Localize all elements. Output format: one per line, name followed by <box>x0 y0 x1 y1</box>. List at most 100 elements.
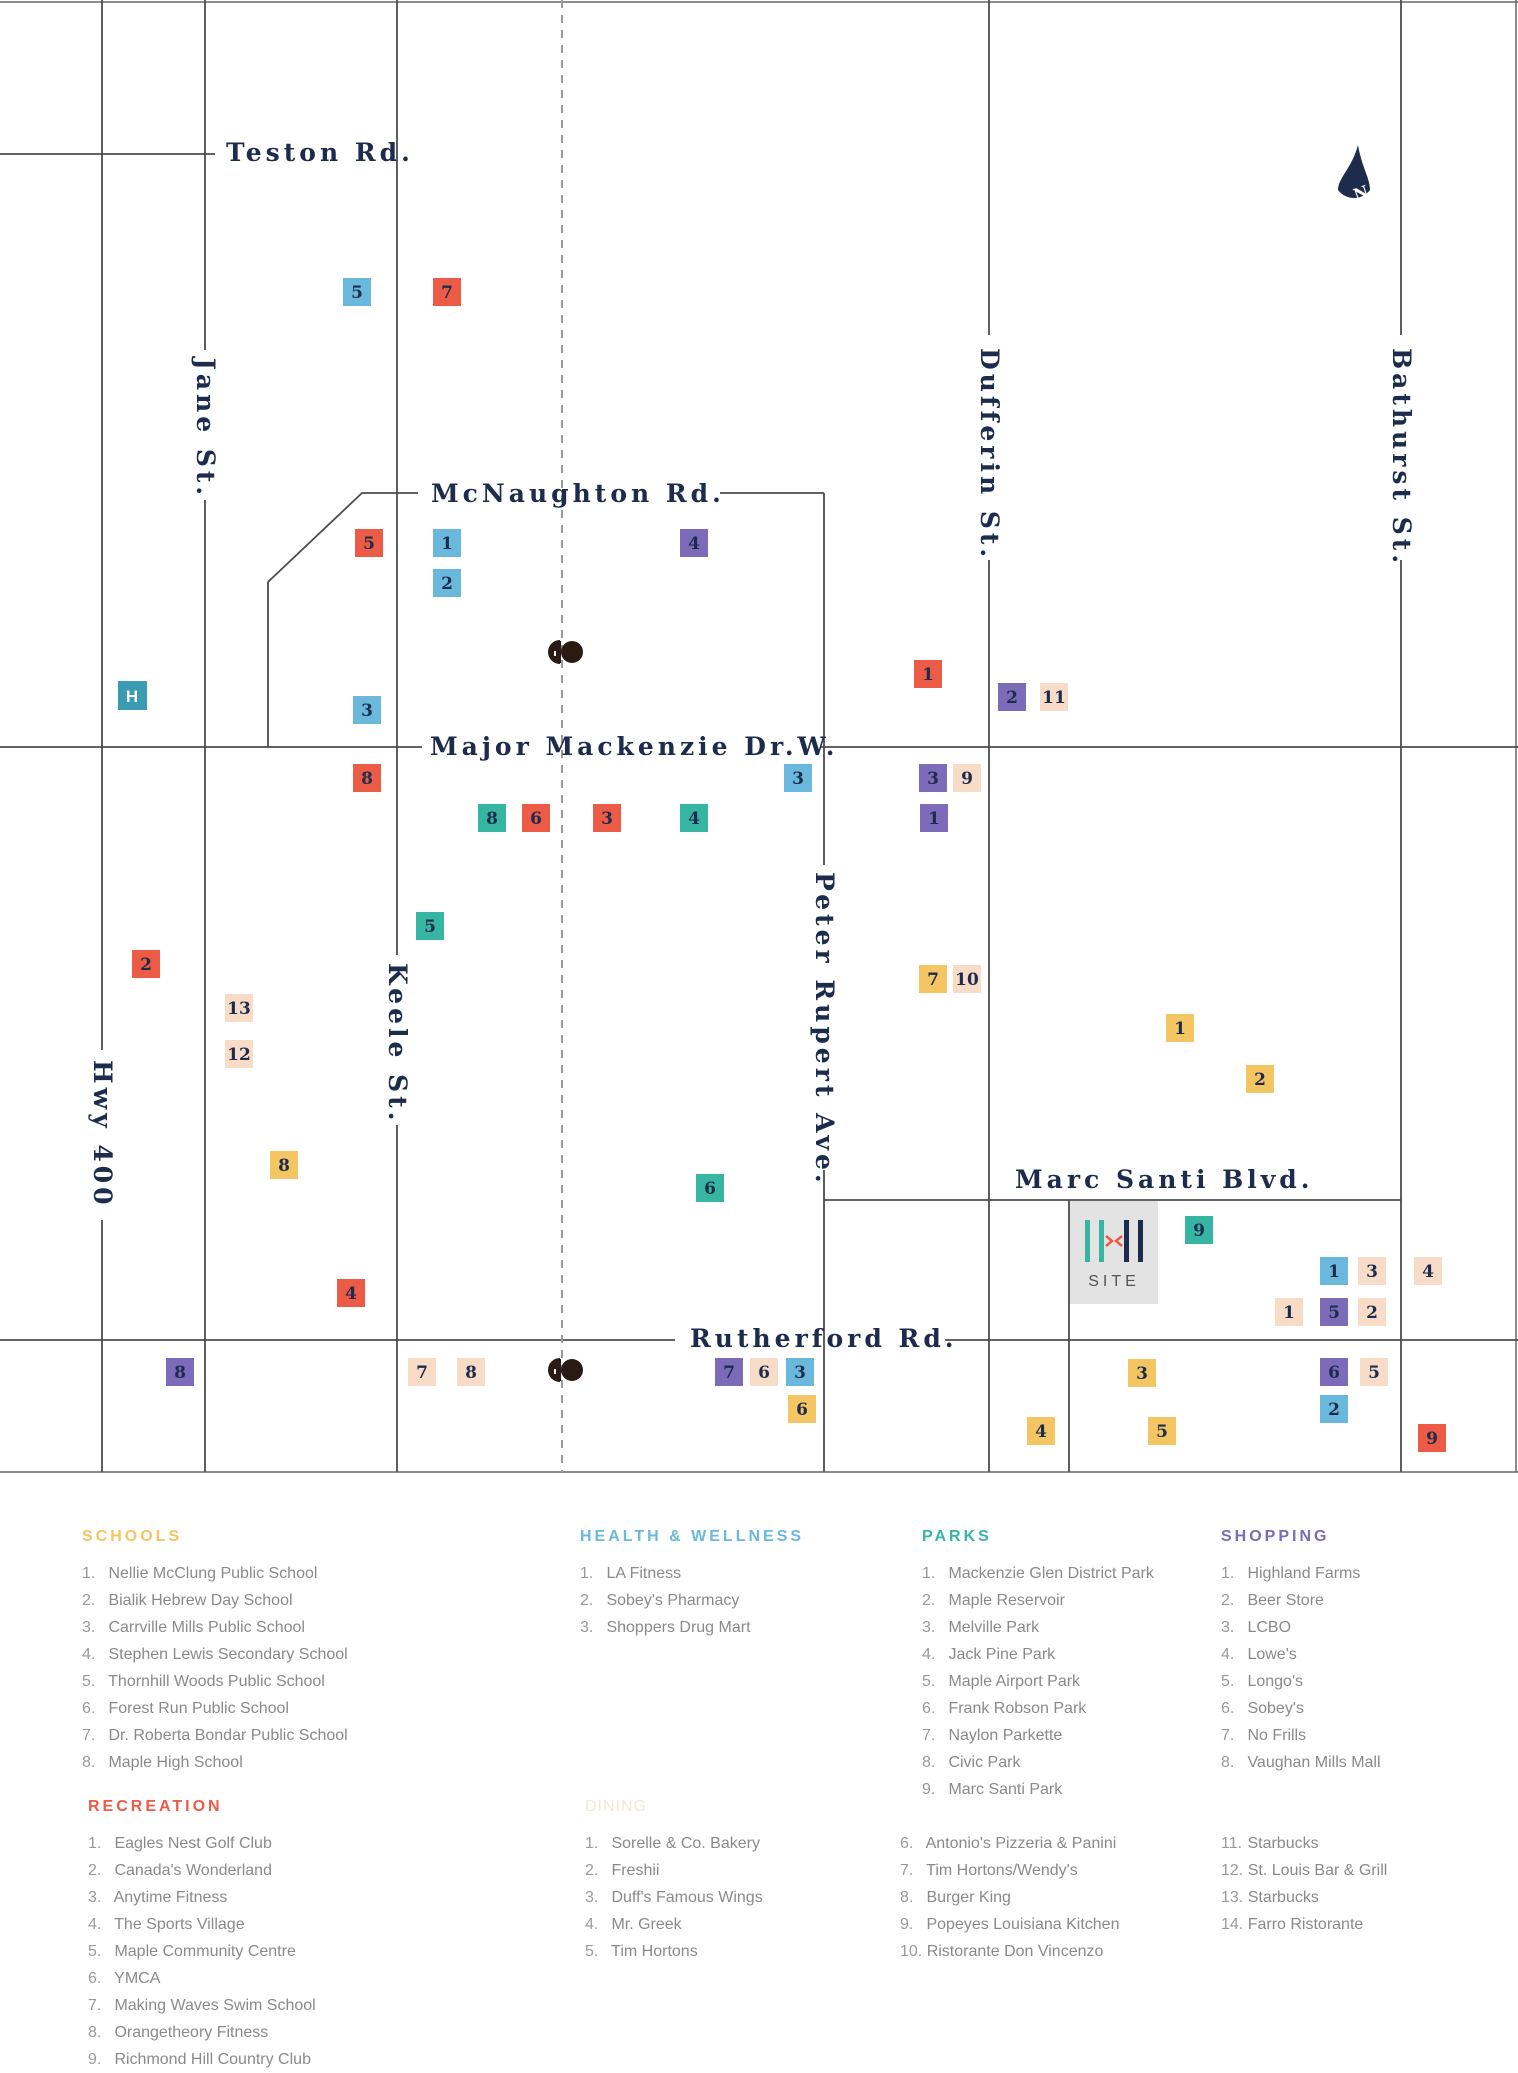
legend-item-name: Antonio's Pizzeria & Panini <box>922 1835 1117 1852</box>
legend-item: 8. Orangetheory Fitness <box>88 2019 316 2046</box>
legend-item: 12. St. Louis Bar & Grill <box>1221 1857 1387 1884</box>
legend-shopping-title: SHOPPING <box>1221 1528 1330 1545</box>
legend-item-number: 8. <box>88 2024 102 2041</box>
marker-dining: 5 <box>1360 1358 1388 1386</box>
marker-number: 4 <box>688 809 700 829</box>
legend-item: 8. Vaughan Mills Mall <box>1221 1749 1381 1776</box>
legend-health-list: 1. LA Fitness 2. Sobey's Pharmacy 3. Shopp… <box>580 1560 804 1641</box>
legend-item: 6. Frank Robson Park <box>922 1695 1154 1722</box>
marker-school: 3 <box>1128 1359 1156 1387</box>
road-label-marc-santi: Marc Santi Blvd. <box>1015 1165 1314 1194</box>
legend-item-name: Burger King <box>922 1889 1011 1906</box>
marker-dining: 3 <box>1358 1257 1386 1285</box>
legend-item-name: Freshii <box>607 1862 660 1879</box>
marker-shopping: 8 <box>166 1358 194 1386</box>
legend-item: 7. Naylon Parkette <box>922 1722 1154 1749</box>
legend-dining-col2: 6. Antonio's Pizzeria & Panini 7. Tim Hor… <box>900 1830 1119 1965</box>
legend-item-name: Lowe's <box>1243 1646 1297 1663</box>
marker-number: 5 <box>424 917 436 937</box>
legend-parks: PARKS 1. Mackenzie Glen District Park 2. … <box>922 1528 1154 1803</box>
legend-item: 1. Eagles Nest Golf Club <box>88 1830 316 1857</box>
marker-number: 8 <box>278 1156 290 1176</box>
legend-item-name: Highland Farms <box>1243 1565 1361 1582</box>
marker-school: 8 <box>270 1151 298 1179</box>
marker-number: 9 <box>1193 1221 1205 1241</box>
marker-dining: 1 <box>1275 1298 1303 1326</box>
road-label-keele: Keele St. <box>383 963 412 1124</box>
legend-item: 2. Beer Store <box>1221 1587 1381 1614</box>
marker-school: 7 <box>919 965 947 993</box>
legend-item-number: 4. <box>1221 1646 1235 1663</box>
legend-item-name: Starbucks <box>1243 1889 1319 1906</box>
legend-item: 4. Lowe's <box>1221 1641 1381 1668</box>
marker-school: 6 <box>788 1395 816 1423</box>
legend-item-number: 7. <box>922 1727 936 1744</box>
legend-item: 6. Sobey's <box>1221 1695 1381 1722</box>
legend-item-number: 1. <box>82 1565 96 1582</box>
marker-number: 1 <box>1328 1262 1340 1282</box>
marker-school: 1 <box>1166 1014 1194 1042</box>
legend-item: 1. Nellie McClung Public School <box>82 1560 348 1587</box>
legend-item-number: 9. <box>922 1781 936 1798</box>
legend-item: 9. Popeyes Louisiana Kitchen <box>900 1911 1119 1938</box>
marker-number: 13 <box>227 999 251 1019</box>
legend-item: 1. Highland Farms <box>1221 1560 1381 1587</box>
marker-number: 1 <box>1283 1303 1295 1323</box>
legend-item: 5. Longo's <box>1221 1668 1381 1695</box>
legend-item-number: 3. <box>82 1619 96 1636</box>
marker-number: 6 <box>530 809 542 829</box>
legend-item-number: 11. <box>1221 1835 1243 1852</box>
legend-item-name: Bialik Hebrew Day School <box>104 1592 293 1609</box>
marker-shopping: 5 <box>1320 1298 1348 1326</box>
site-label: SITE <box>1088 1273 1140 1290</box>
legend-item: 2. Bialik Hebrew Day School <box>82 1587 348 1614</box>
marker-number: 7 <box>441 283 453 303</box>
legend-item-number: 1. <box>585 1835 599 1852</box>
marker-number: 4 <box>1035 1422 1047 1442</box>
legend-item-name: Naylon Parkette <box>944 1727 1063 1744</box>
legend-item-name: Shoppers Drug Mart <box>602 1619 751 1636</box>
marker-dining: 7 <box>408 1358 436 1386</box>
legend-item-name: Maple High School <box>104 1754 243 1771</box>
legend-item: 6. YMCA <box>88 1965 316 1992</box>
legend-item-number: 3. <box>922 1619 936 1636</box>
marker-health: 2 <box>1320 1395 1348 1423</box>
legend-item-name: Ristorante Don Vincenzo <box>922 1943 1104 1960</box>
marker-recreation: 2 <box>132 950 160 978</box>
legend-item-number: 10. <box>900 1943 923 1960</box>
road-label-teston: Teston Rd. <box>226 138 414 167</box>
legend-item-name: Canada's Wonderland <box>110 1862 272 1879</box>
legend-item-name: Longo's <box>1243 1673 1303 1690</box>
marker-number: 5 <box>351 283 363 303</box>
marker-number: 3 <box>794 1363 806 1383</box>
marker-number: 11 <box>1042 688 1066 708</box>
marker-recreation: 7 <box>433 278 461 306</box>
legend-item-number: 7. <box>900 1862 914 1879</box>
legend-item-number: 5. <box>82 1673 96 1690</box>
legend-shopping: SHOPPING 1. Highland Farms 2. Beer Store 3… <box>1221 1528 1381 1776</box>
marker-health: 3 <box>784 764 812 792</box>
svg-text:H: H <box>126 687 138 706</box>
legend-item-name: LCBO <box>1243 1619 1292 1636</box>
road-label-peter-rupert: Peter Rupert Ave. <box>810 872 839 1187</box>
north-arrow-icon: N <box>1338 145 1371 204</box>
legend-item: 2. Freshii <box>585 1857 763 1884</box>
marker-number: 1 <box>1174 1019 1186 1039</box>
road-label-mcnaughton: McNaughton Rd. <box>431 479 725 508</box>
legend-item: 5. Maple Airport Park <box>922 1668 1154 1695</box>
marker-recreation: 4 <box>337 1279 365 1307</box>
legend-item-name: Orangetheory Fitness <box>110 2024 269 2041</box>
legend-item-number: 6. <box>88 1970 102 1987</box>
legend-item-name: Dr. Roberta Bondar Public School <box>104 1727 348 1744</box>
marker-number: 12 <box>227 1045 251 1065</box>
marker-number: 7 <box>416 1363 428 1383</box>
legend-item-number: 2. <box>585 1862 599 1879</box>
marker-park: 9 <box>1185 1216 1213 1244</box>
marker-number: 7 <box>927 970 939 990</box>
marker-health: 1 <box>1320 1257 1348 1285</box>
road-label-bathurst: Bathurst St. <box>1387 348 1416 567</box>
legend-item-number: 8. <box>900 1889 914 1906</box>
legend-item: 3. Melville Park <box>922 1614 1154 1641</box>
legend-item: 5. Tim Hortons <box>585 1938 763 1965</box>
marker-number: 8 <box>486 809 498 829</box>
